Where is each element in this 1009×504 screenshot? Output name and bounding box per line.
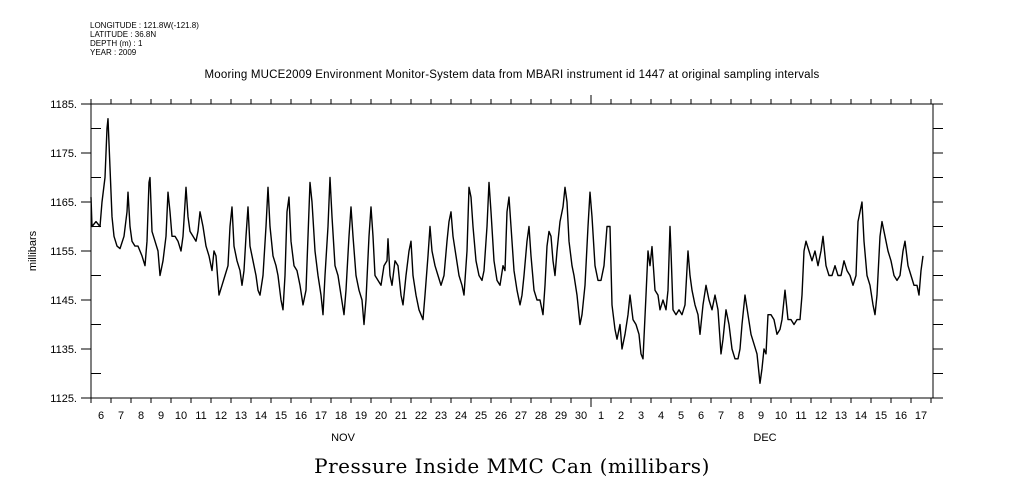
dataset-metadata: LONGITUDE : 121.8W(-121.8) LATITUDE : 36… [90,21,199,57]
x-tick-label: 22 [415,410,427,422]
month-label-dec: DEC [753,432,776,444]
month-label-nov: NOV [331,432,356,444]
y-axis-title: millibars [27,230,39,271]
x-tick-label: 11 [195,410,206,422]
x-tick-label: 25 [475,410,487,422]
x-tick-label: 9 [758,410,764,422]
x-tick-label: 20 [375,410,387,422]
x-tick-label: 24 [455,410,467,422]
x-tick-label: 27 [515,410,527,422]
year-label: YEAR : 2009 [90,48,137,57]
x-tick-label: 28 [535,410,547,422]
x-tick-label: 16 [895,410,907,422]
x-tick-label: 6 [98,410,104,422]
y-tick-label: 1155. [50,246,77,258]
x-tick-label: 4 [658,410,664,422]
x-tick-label: 18 [335,410,347,422]
x-tick-label: 8 [138,410,144,422]
x-tick-label: 2 [618,410,624,422]
series-line-pressure [90,117,924,384]
x-axis-title: Pressure Inside MMC Can (millibars) [314,454,710,478]
y-tick-label: 1125. [50,393,77,405]
x-tick-label: 9 [158,410,164,422]
x-tick-label: 6 [698,410,704,422]
x-tick-label: 7 [718,410,724,422]
y-tick-label: 1185. [50,99,77,111]
depth-label: DEPTH (m) : 1 [90,39,143,48]
x-tick-label: 26 [495,410,507,422]
x-tick-label: 8 [738,410,744,422]
x-tick-label: 3 [638,410,644,422]
x-tick-label: 21 [395,410,407,422]
y-tick-label: 1145. [50,295,77,307]
x-tick-label: 14 [255,410,267,422]
x-tick-label: 17 [915,410,927,422]
chart-title: Mooring MUCE2009 Environment Monitor-Sys… [204,69,820,81]
y-tick-label: 1135. [50,344,77,356]
x-tick-label: 13 [235,410,247,422]
x-tick-label: 10 [775,410,787,422]
x-tick-label: 13 [835,410,847,422]
x-tick-label: 1 [598,410,604,422]
x-tick-label: 16 [295,410,307,422]
x-tick-label: 14 [855,410,867,422]
x-tick-label: 17 [315,410,327,422]
x-tick-label: 15 [275,410,287,422]
x-tick-label: 11 [795,410,806,422]
y-tick-label: 1165. [50,197,77,209]
x-tick-label: 30 [575,410,587,422]
x-tick-label: 23 [435,410,447,422]
latitude-label: LATITUDE : 36.8N [90,30,157,39]
x-tick-label: 19 [355,410,367,422]
x-tick-label: 7 [118,410,124,422]
x-tick-label: 5 [678,410,684,422]
x-tick-label: 12 [215,410,227,422]
x-tick-label: 10 [175,410,187,422]
x-tick-label: 15 [875,410,887,422]
x-tick-label: 12 [815,410,827,422]
x-tick-label: 29 [555,410,567,422]
y-tick-label: 1175. [50,148,77,160]
longitude-label: LONGITUDE : 121.8W(-121.8) [90,21,199,30]
